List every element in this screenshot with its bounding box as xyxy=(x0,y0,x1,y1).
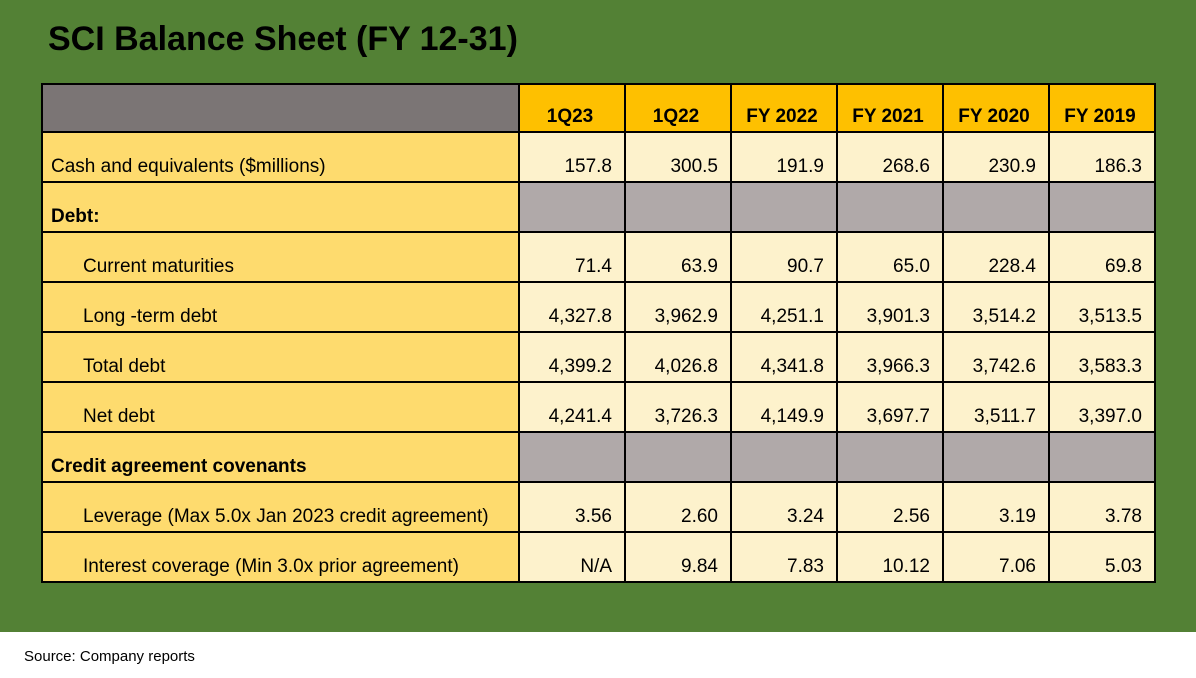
slide-panel: SCI Balance Sheet (FY 12-31) 1Q23 1Q22 FY … xyxy=(0,0,1196,632)
value-cell: 7.06 xyxy=(942,531,1050,583)
section-label: Credit agreement covenants xyxy=(41,431,520,483)
value-cell: 228.4 xyxy=(942,231,1050,283)
value-cell: 71.4 xyxy=(518,231,626,283)
column-header: FY 2022 xyxy=(730,83,838,133)
table-row: Current maturities 71.4 63.9 90.7 65.0 228.4 6… xyxy=(41,231,1156,283)
section-cell xyxy=(730,181,838,233)
value-cell: 3.56 xyxy=(518,481,626,533)
value-cell: 2.56 xyxy=(836,481,944,533)
value-cell: 3,514.2 xyxy=(942,281,1050,333)
section-cell xyxy=(836,181,944,233)
value-cell: 9.84 xyxy=(624,531,732,583)
section-cell xyxy=(836,431,944,483)
column-header: 1Q22 xyxy=(624,83,732,133)
value-cell: 5.03 xyxy=(1048,531,1156,583)
row-label: Interest coverage (Min 3.0x prior agreem… xyxy=(41,531,520,583)
section-cell xyxy=(518,431,626,483)
value-cell: 4,149.9 xyxy=(730,381,838,433)
value-cell: 4,341.8 xyxy=(730,331,838,383)
column-header: FY 2020 xyxy=(942,83,1050,133)
section-cell xyxy=(1048,181,1156,233)
table-row: Total debt 4,399.2 4,026.8 4,341.8 3,966.3 3,… xyxy=(41,331,1156,383)
value-cell: 65.0 xyxy=(836,231,944,283)
section-cell xyxy=(624,431,732,483)
section-cell xyxy=(942,181,1050,233)
value-cell: 3,511.7 xyxy=(942,381,1050,433)
value-cell: 191.9 xyxy=(730,131,838,183)
value-cell: 4,241.4 xyxy=(518,381,626,433)
section-cell xyxy=(518,181,626,233)
table-row: Leverage (Max 5.0x Jan 2023 credit agree… xyxy=(41,481,1156,533)
row-label: Leverage (Max 5.0x Jan 2023 credit agree… xyxy=(41,481,520,533)
value-cell: 186.3 xyxy=(1048,131,1156,183)
value-cell: 3.24 xyxy=(730,481,838,533)
value-cell: 3,966.3 xyxy=(836,331,944,383)
row-label: Current maturities xyxy=(41,231,520,283)
table-row: Cash and equivalents ($millions) 157.8 300… xyxy=(41,131,1156,183)
value-cell: 3,583.3 xyxy=(1048,331,1156,383)
value-cell: 230.9 xyxy=(942,131,1050,183)
value-cell: 3,742.6 xyxy=(942,331,1050,383)
section-cell xyxy=(942,431,1050,483)
value-cell: 3,697.7 xyxy=(836,381,944,433)
column-header: FY 2021 xyxy=(836,83,944,133)
column-header: 1Q23 xyxy=(518,83,626,133)
value-cell: 3,397.0 xyxy=(1048,381,1156,433)
section-cell xyxy=(730,431,838,483)
section-cell xyxy=(1048,431,1156,483)
table-row: Debt: xyxy=(41,181,1156,233)
value-cell: 10.12 xyxy=(836,531,944,583)
section-cell xyxy=(624,181,732,233)
header-row: 1Q23 1Q22 FY 2022 FY 2021 FY 2020 FY 2019 xyxy=(41,83,1156,133)
value-cell: 4,026.8 xyxy=(624,331,732,383)
value-cell: 3,513.5 xyxy=(1048,281,1156,333)
title: SCI Balance Sheet (FY 12-31) xyxy=(48,20,518,58)
value-cell: 4,327.8 xyxy=(518,281,626,333)
table-row: Long -term debt 4,327.8 3,962.9 4,251.1 3,90… xyxy=(41,281,1156,333)
table-row: Net debt 4,241.4 3,726.3 4,149.9 3,697.7 3,51… xyxy=(41,381,1156,433)
row-label: Total debt xyxy=(41,331,520,383)
value-cell: 7.83 xyxy=(730,531,838,583)
value-cell: 3.78 xyxy=(1048,481,1156,533)
value-cell: 268.6 xyxy=(836,131,944,183)
value-cell: N/A xyxy=(518,531,626,583)
value-cell: 4,399.2 xyxy=(518,331,626,383)
balance-table: 1Q23 1Q22 FY 2022 FY 2021 FY 2020 FY 2019 Cash… xyxy=(41,83,1156,583)
value-cell: 90.7 xyxy=(730,231,838,283)
header-blank xyxy=(41,83,520,133)
value-cell: 300.5 xyxy=(624,131,732,183)
value-cell: 63.9 xyxy=(624,231,732,283)
value-cell: 3,726.3 xyxy=(624,381,732,433)
column-header: FY 2019 xyxy=(1048,83,1156,133)
table-row: Credit agreement covenants xyxy=(41,431,1156,483)
value-cell: 3,901.3 xyxy=(836,281,944,333)
source-note: Source: Company reports xyxy=(24,648,195,665)
value-cell: 4,251.1 xyxy=(730,281,838,333)
table-row: Interest coverage (Min 3.0x prior agreem… xyxy=(41,531,1156,583)
value-cell: 2.60 xyxy=(624,481,732,533)
row-label: Cash and equivalents ($millions) xyxy=(41,131,520,183)
row-label: Long -term debt xyxy=(41,281,520,333)
value-cell: 157.8 xyxy=(518,131,626,183)
value-cell: 3,962.9 xyxy=(624,281,732,333)
value-cell: 3.19 xyxy=(942,481,1050,533)
row-label: Net debt xyxy=(41,381,520,433)
value-cell: 69.8 xyxy=(1048,231,1156,283)
section-label: Debt: xyxy=(41,181,520,233)
